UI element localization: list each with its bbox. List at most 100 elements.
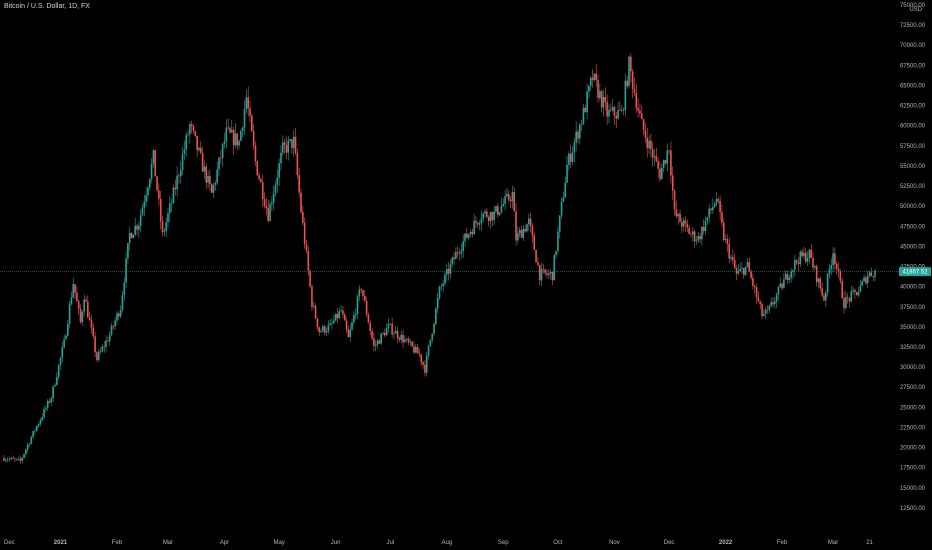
candle [167, 207, 169, 229]
candle [353, 311, 355, 325]
candle-body [252, 131, 255, 146]
candle-body [668, 150, 670, 151]
candle-body [218, 157, 220, 170]
time-axis[interactable]: Dec 2021 Feb Mar Apr May Jun Jul Aug Sep Oct Nov Dec… [4, 540, 874, 546]
candle [420, 354, 423, 366]
candle-body [602, 96, 605, 108]
candle [579, 123, 581, 145]
candle-body [815, 266, 818, 283]
candle [342, 305, 344, 319]
candle-body [187, 134, 189, 136]
candle [533, 232, 536, 251]
candle [201, 146, 204, 172]
candle-body [662, 160, 665, 168]
candle [6, 457, 9, 463]
candle-body [316, 318, 319, 328]
candle [400, 330, 403, 344]
price-tick-label: 62500.00 [900, 104, 926, 110]
candle [724, 233, 727, 244]
candle-body [296, 153, 299, 176]
candles-layer [3, 53, 876, 464]
candle-body [94, 336, 96, 353]
candle-body [484, 211, 486, 214]
candle-body [425, 355, 428, 373]
candle [695, 235, 698, 245]
price-tick-label: 40000.00 [900, 285, 926, 291]
candle-body [713, 203, 716, 207]
candle-body [589, 77, 592, 86]
candle-body [96, 352, 98, 360]
candle-body [743, 268, 745, 275]
candle-body [855, 292, 858, 296]
candle [236, 133, 239, 151]
candle-body [420, 354, 423, 363]
candle [123, 277, 126, 301]
candle [589, 76, 592, 92]
candle [874, 269, 876, 282]
candle [21, 456, 24, 464]
candle [675, 200, 678, 219]
candle [721, 204, 723, 227]
candle-body [358, 289, 361, 297]
candle [690, 231, 692, 238]
candle-body [442, 283, 444, 287]
candle-body [172, 187, 175, 204]
candle-body [486, 211, 488, 217]
candle-body [402, 334, 404, 343]
candle-body [393, 333, 395, 335]
candle [566, 155, 568, 183]
candle [702, 219, 705, 235]
candle-body [863, 277, 865, 282]
price-axis[interactable]: 12500.00 15000.00 17500.00 20000.00 22500.00… [900, 3, 926, 512]
candle-body [449, 263, 452, 274]
candle-body [214, 182, 217, 185]
candle-body [25, 449, 27, 455]
candle-body [697, 236, 700, 241]
candle [34, 428, 36, 435]
candle-body [646, 137, 649, 149]
candle-body [41, 416, 44, 420]
candle [661, 163, 663, 180]
candle [509, 196, 512, 209]
candle [693, 229, 696, 248]
candle-body [331, 322, 333, 324]
candle [577, 128, 579, 144]
candle-body [148, 178, 151, 188]
candle-body [746, 262, 749, 267]
candle-body [156, 176, 158, 191]
candle [300, 187, 302, 214]
candle-body [12, 457, 14, 459]
candle-body [679, 213, 681, 223]
candle-body [174, 187, 177, 190]
candle [358, 285, 361, 301]
candle-body [302, 211, 304, 223]
candle [15, 458, 18, 461]
candle [302, 205, 304, 226]
candle-body [276, 177, 279, 185]
candle-body [708, 208, 710, 218]
candle-body [806, 258, 809, 262]
candle [606, 94, 608, 125]
candle-body [673, 190, 676, 210]
candle [650, 133, 652, 158]
candle [792, 269, 794, 279]
candle-body [480, 218, 483, 224]
candle-body [808, 249, 811, 259]
candle-body [622, 109, 625, 111]
candle [786, 270, 789, 285]
candle-body [391, 323, 393, 335]
candle [637, 98, 639, 118]
candle [611, 98, 614, 113]
candle-body [821, 288, 823, 296]
candle [518, 227, 521, 238]
candle-body [560, 201, 563, 216]
candle-body [209, 175, 211, 185]
candle [784, 270, 787, 280]
candle [411, 341, 413, 348]
candle [615, 111, 618, 128]
candle [398, 336, 401, 343]
candle [631, 68, 634, 99]
candle [681, 217, 683, 234]
candle [170, 198, 173, 213]
